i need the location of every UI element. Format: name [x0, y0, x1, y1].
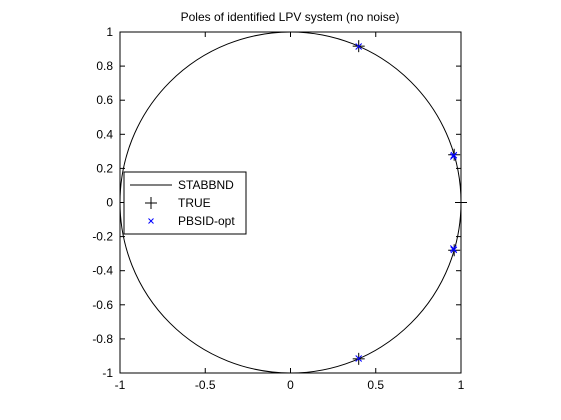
true-pole-marker [455, 196, 467, 209]
legend-entry: TRUE [145, 196, 211, 210]
x-tick-label: 0.5 [367, 378, 384, 392]
legend-box [123, 171, 247, 235]
y-tick-label: 1 [106, 25, 113, 39]
y-tick-label: -0.2 [92, 230, 113, 244]
legend-label: TRUE [178, 196, 211, 210]
y-tick-label: -0.8 [92, 332, 113, 346]
legend-plus-sample [145, 197, 157, 209]
y-tick-label: 0.8 [96, 59, 113, 73]
pbsid-pole-marker [450, 246, 458, 254]
x-tick-label: 1 [458, 378, 465, 392]
y-tick-label: 0 [106, 196, 113, 210]
legend-x-sample [148, 218, 154, 224]
y-tick-label: -0.6 [92, 298, 113, 312]
legend-label: STABBND [178, 178, 234, 192]
pbsid-pole-marker [355, 355, 363, 362]
pbsid-pole-marker [355, 43, 363, 50]
pbsid-pole-marker [449, 153, 457, 160]
pbsid-pole-marker [450, 151, 458, 159]
legend-entry: PBSID-opt [148, 214, 235, 228]
y-tick-label: -1 [102, 366, 113, 380]
legend-entry: STABBND [130, 178, 234, 192]
chart-title: Poles of identified LPV system (no noise… [181, 10, 400, 24]
axis-ticks: -1 -0.5 0 0.5 1 1 0.8 0.6 0.4 0.2 0 -0.2 -0.4 -0.6 -0.… [92, 25, 464, 392]
y-tick-label: 0.2 [96, 161, 113, 175]
y-tick-label: 0.4 [96, 127, 113, 141]
x-tick-label: -1 [115, 378, 126, 392]
x-tick-label: -0.5 [195, 378, 216, 392]
x-tick-label: 0 [287, 378, 294, 392]
series-layer [119, 31, 467, 374]
legend: STABBND TRUE PBSID-opt [123, 171, 247, 235]
pbsid-pole-marker [449, 245, 457, 252]
y-tick-label: -0.4 [92, 264, 113, 278]
y-tick-label: 0.6 [96, 93, 113, 107]
legend-label: PBSID-opt [178, 214, 235, 228]
